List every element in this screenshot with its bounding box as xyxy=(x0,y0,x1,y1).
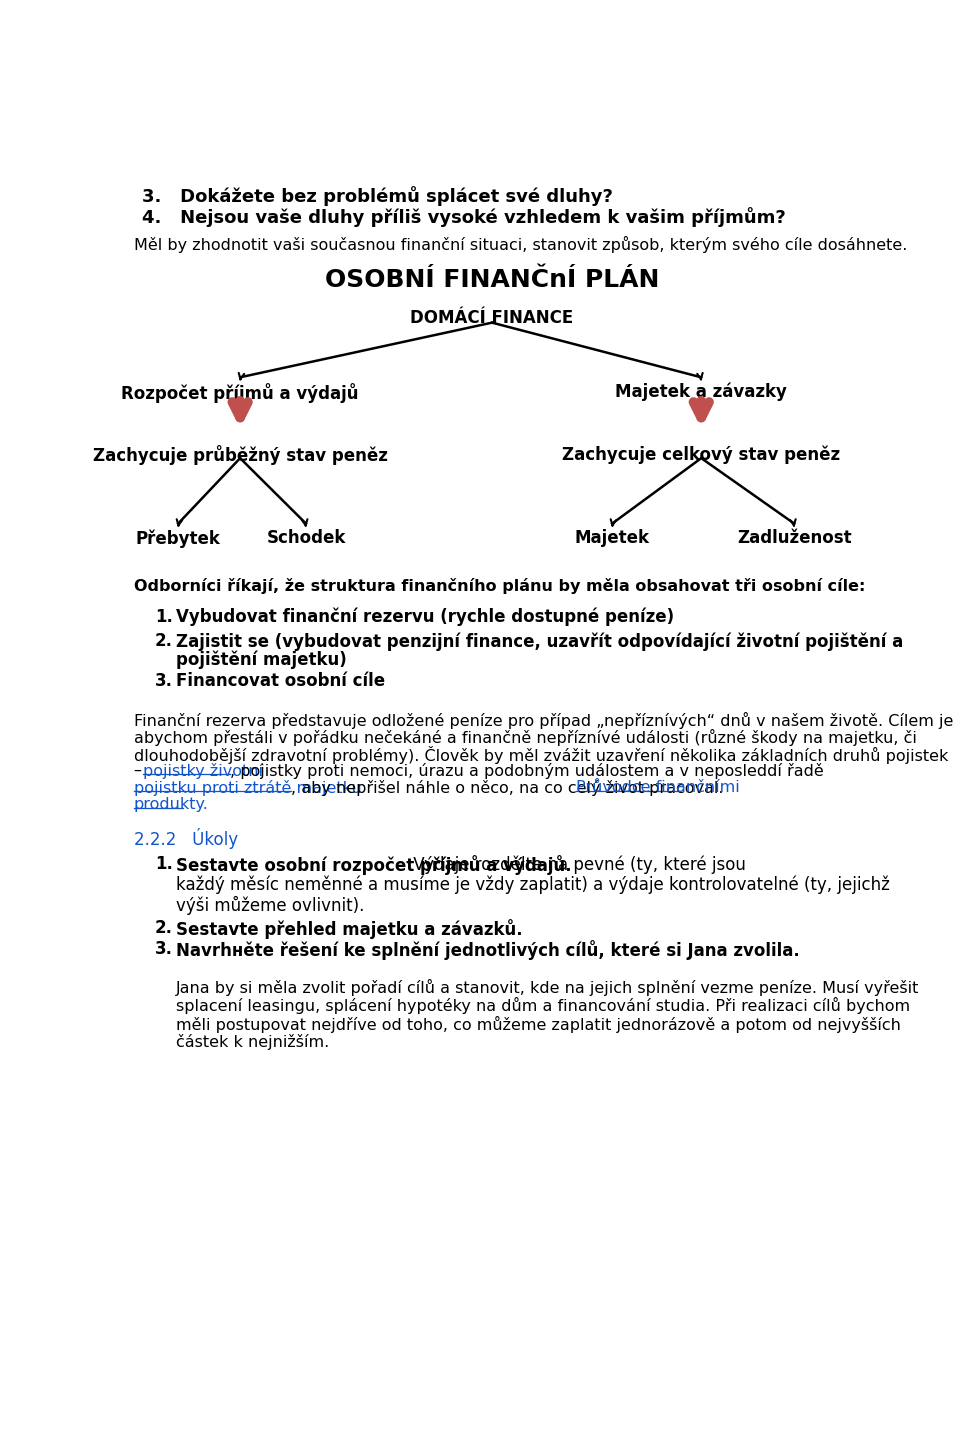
Text: produkty.: produkty. xyxy=(134,797,209,811)
Text: Majetek: Majetek xyxy=(575,529,650,547)
Text: Rozpočet příjmů a výdajů: Rozpočet příjmů a výdajů xyxy=(121,382,359,402)
Text: Jana by si měla zvolit pořadí cílů a stanovit, kde na jejich splnění vezme peníz: Jana by si měla zvolit pořadí cílů a sta… xyxy=(176,979,919,996)
Text: pojistky životní: pojistky životní xyxy=(143,763,263,778)
Text: 1.: 1. xyxy=(155,856,173,873)
Text: pojistku proti ztrátě majetku: pojistku proti ztrátě majetku xyxy=(134,780,362,796)
Text: 3.   Dokážete bez problémů splácet své dluhy?: 3. Dokážete bez problémů splácet své dlu… xyxy=(142,186,612,206)
Text: 1.: 1. xyxy=(155,608,173,625)
Text: abychom přestáli v pořádku nečekáné a finančně nepříznívé události (různé škody : abychom přestáli v pořádku nečekáné a fi… xyxy=(134,730,917,746)
Text: –: – xyxy=(134,763,147,778)
Text: měli postupovat nejdříve od toho, co můžeme zaplatit jednorázově a potom od nejv: měli postupovat nejdříve od toho, co můž… xyxy=(176,1016,900,1033)
Text: Schodek: Schodek xyxy=(266,529,346,547)
Text: Financovat osobní cíle: Financovat osobní cíle xyxy=(176,673,385,690)
Text: Výdaje rozdělte na pevné (ty, které jsou: Výdaje rozdělte na pevné (ty, které jsou xyxy=(408,856,746,874)
Text: Majetek a závazky: Majetek a závazky xyxy=(615,382,787,401)
Text: Průvodce finančními: Průvodce finančními xyxy=(576,780,739,796)
Text: Odborníci říkají, že struktura finančního plánu by měla obsahovat tři osobní cíl: Odborníci říkají, že struktura finančníh… xyxy=(134,578,865,594)
Text: Zachycuje průběžný stav peněz: Zachycuje průběžný stav peněz xyxy=(93,445,388,465)
Text: každý měsíc neměnné a musíme je vždy zaplatit) a výdaje kontrolovatelné (ty, jej: každý měsíc neměnné a musíme je vždy zap… xyxy=(176,876,890,894)
Text: 3.: 3. xyxy=(155,673,173,690)
Text: Sestavte přehled majetku a závazků.: Sestavte přehled majetku a závazků. xyxy=(176,919,522,939)
Text: Navrhнěte řešení ke splnění jednotlivých cílů, které si Jana zvolila.: Navrhнěte řešení ke splnění jednotlivých… xyxy=(176,940,800,960)
Text: , pojistky proti nemoci, úrazu a podobným událostem a v neposleddí řadě: , pojistky proti nemoci, úrazu a podobný… xyxy=(230,763,828,778)
Text: výši můžeme ovlivnit).: výši můžeme ovlivnit). xyxy=(176,896,364,914)
Text: Měl by zhodnotit vaši současnou finanční situaci, stanovit způsob, kterým svého : Měl by zhodnotit vaši současnou finanční… xyxy=(134,236,907,253)
Text: 2.: 2. xyxy=(155,633,173,650)
Text: OSOBNÍ FINANČnÍ PLÁN: OSOBNÍ FINANČnÍ PLÁN xyxy=(324,268,660,292)
Text: , aby nepřišel náhle o něco, na co celý život pracoval.: , aby nepřišel náhle o něco, na co celý … xyxy=(291,780,729,796)
Text: částek k nejnižším.: částek k nejnižším. xyxy=(176,1035,329,1050)
Text: Zachycuje celkový stav peněz: Zachycuje celkový stav peněz xyxy=(563,445,840,464)
Text: Sestavte osobní rozpočet příjmů a výdajů.: Sestavte osobní rozpočet příjmů a výdajů… xyxy=(176,856,571,876)
Text: 2.2.2   Úkoly: 2.2.2 Úkoly xyxy=(134,827,238,849)
Text: 3.: 3. xyxy=(155,940,173,959)
Text: splacení leasingu, splácení hypotéky na dům a financování studia. Při realizaci : splacení leasingu, splácení hypotéky na … xyxy=(176,997,910,1015)
Text: pojištění majetku): pojištění majetku) xyxy=(176,651,347,670)
Text: Zajistit se (vybudovat penzijní finance, uzavřít odpovídající životní pojištění : Zajistit se (vybudovat penzijní finance,… xyxy=(176,633,903,651)
Text: 2.: 2. xyxy=(155,919,173,937)
Text: dlouhodobější zdravotní problémy). Člověk by měl zvážit uzavření několika základ: dlouhodobější zdravotní problémy). Člově… xyxy=(134,746,948,764)
Text: Přebytek: Přebytek xyxy=(135,529,221,548)
Text: Vybudovat finanční rezervu (rychle dostupné peníze): Vybudovat finanční rezervu (rychle dostu… xyxy=(176,608,674,625)
Text: Zadluženost: Zadluženost xyxy=(737,529,852,547)
Text: Finanční rezerva představuje odložené peníze pro případ „nepříznívých“ dnů v naš: Finanční rezerva představuje odložené pe… xyxy=(134,713,953,730)
Text: 4.   Nejsou vaše dluhy příliš vysoké vzhledem k vašim příjmům?: 4. Nejsou vaše dluhy příliš vysoké vzhle… xyxy=(142,207,785,228)
Text: DOMÁCÍ FINANCE: DOMÁCÍ FINANCE xyxy=(410,309,574,326)
